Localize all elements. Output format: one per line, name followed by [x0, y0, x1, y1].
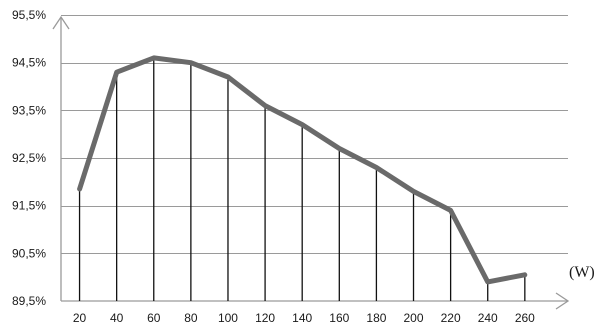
axes	[52, 15, 570, 310]
x-axis-arrow-icon	[555, 292, 570, 310]
x-tick-label: 100	[218, 311, 238, 325]
x-tick-label: 160	[329, 311, 349, 325]
x-tick-label: 120	[255, 311, 275, 325]
y-tick-label: 89,5%	[12, 294, 46, 308]
y-tick-label: 90,5%	[12, 246, 46, 260]
x-unit-label: (W)	[569, 264, 595, 281]
x-tick-label: 200	[403, 311, 423, 325]
y-tick-label: 92,5%	[12, 151, 46, 165]
y-tick-label: 95,5%	[12, 8, 46, 22]
x-tick-label: 140	[292, 311, 312, 325]
x-tick-label: 260	[515, 311, 535, 325]
y-tick-label: 93,5%	[12, 103, 46, 117]
series-lines	[77, 55, 528, 285]
x-tick-labels: 20 40 60 80 100 120 140 160 180 200 220 240 260	[73, 311, 535, 325]
x-tick-label: 220	[441, 311, 461, 325]
x-tick-label: 240	[478, 311, 498, 325]
x-tick-label: 60	[147, 311, 161, 325]
y-tick-label: 91,5%	[12, 199, 46, 213]
y-tick-label: 94,5%	[12, 56, 46, 70]
efficiency-series-line	[77, 55, 528, 285]
y-tick-labels: 89,5% 90,5% 91,5% 92,5% 93,5% 94,5% 95,5%	[12, 8, 46, 308]
x-tick-label: 20	[73, 311, 87, 325]
x-tick-label: 40	[110, 311, 124, 325]
drop-lines	[78, 57, 526, 301]
y-axis-arrow-icon	[52, 15, 70, 30]
x-tick-label: 180	[366, 311, 386, 325]
x-tick-label: 80	[184, 311, 198, 325]
